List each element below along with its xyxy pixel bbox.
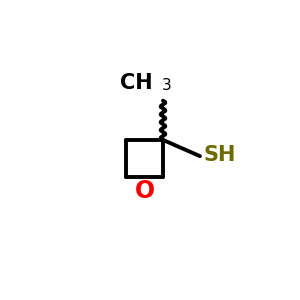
Text: SH: SH xyxy=(203,145,236,165)
Text: 3: 3 xyxy=(162,78,172,93)
Text: CH: CH xyxy=(120,73,153,93)
Text: O: O xyxy=(134,179,154,203)
